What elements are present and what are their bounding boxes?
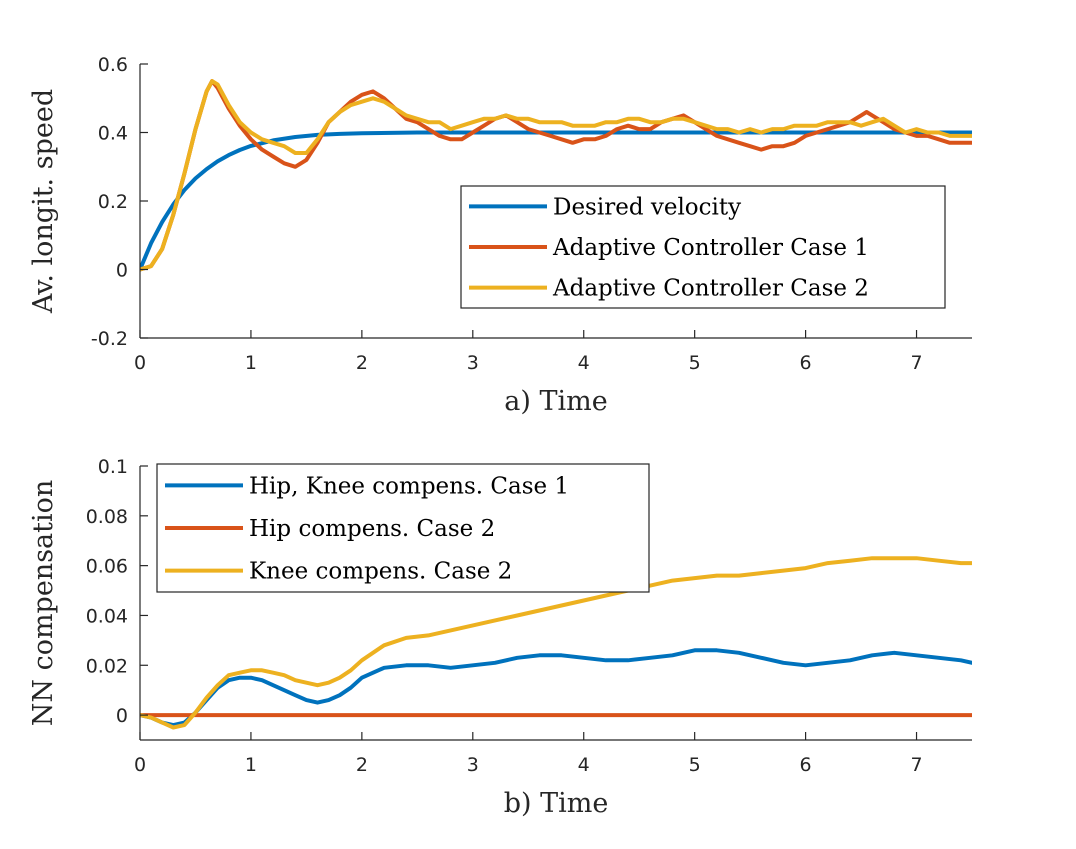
y-tick-label: -0.2	[91, 328, 128, 350]
y-tick-label: 0.4	[98, 123, 128, 145]
legend: Desired velocity Adaptive Controller Case…	[460, 185, 946, 309]
x-tick-label: 0	[134, 754, 146, 776]
series-line-hip-knee-compens-case-1	[140, 648, 972, 728]
legend-entry: Adaptive Controller Case 1	[552, 235, 869, 261]
x-tick-label: 6	[800, 352, 812, 374]
x-axis-label: a) Time	[504, 386, 607, 417]
legend-entry: Desired velocity	[553, 194, 741, 220]
legend: Hip, Knee compens. Case 1 Hip compens. Ca…	[156, 463, 650, 593]
y-tick-label: 0.2	[98, 191, 128, 213]
series-line-adaptive-controller-case-2	[140, 79, 972, 272]
y-axis-label: Av. longit. speed	[28, 89, 59, 314]
y-tick-label: 0.02	[86, 655, 128, 677]
y-tick-label: 0.06	[86, 556, 128, 578]
legend-entry: Hip, Knee compens. Case 1	[249, 473, 569, 499]
legend-entry: Knee compens. Case 2	[249, 559, 512, 585]
x-tick-label: 1	[245, 352, 257, 374]
x-tick-label: 1	[245, 754, 257, 776]
y-tick-label: 0.04	[86, 605, 128, 627]
chart-b: 0 1 2 3 4 5 6 7 0 0.02 0.04 0.06 0.08 0.1 b) Time NN co…	[28, 456, 972, 819]
x-tick-label: 2	[356, 754, 368, 776]
legend-entry: Hip compens. Case 2	[249, 516, 495, 542]
y-tick-label: 0	[116, 260, 128, 282]
y-tick-label: 0.6	[98, 54, 128, 76]
y-tick-label: 0	[116, 705, 128, 727]
y-axis-label: NN compensation	[28, 480, 59, 727]
x-tick-label: 2	[356, 352, 368, 374]
x-tick-label: 7	[910, 352, 922, 374]
x-tick-label: 0	[134, 352, 146, 374]
series-line-adaptive-controller-case-1	[140, 79, 972, 272]
x-tick-label: 5	[689, 754, 701, 776]
x-axis-label: b) Time	[504, 788, 609, 819]
x-tick-label: 4	[578, 754, 590, 776]
y-tick-label: 0.08	[86, 506, 128, 528]
x-tick-label: 4	[578, 352, 590, 374]
x-tick-label: 5	[689, 352, 701, 374]
chart-a: 0 1 2 3 4 5 6 7 -0.2 0 0.2 0.4 0.6 a) Time Av. longit.…	[28, 54, 972, 417]
y-tick-label: 0.1	[98, 456, 128, 478]
series-group	[140, 79, 972, 272]
x-tick-label: 6	[800, 754, 812, 776]
legend-entry: Adaptive Controller Case 2	[552, 276, 869, 302]
x-tick-label: 3	[467, 352, 479, 374]
x-tick-label: 3	[467, 754, 479, 776]
x-tick-label: 7	[910, 754, 922, 776]
series-line-knee-compens-case-2	[140, 556, 972, 730]
series-group	[140, 556, 972, 730]
